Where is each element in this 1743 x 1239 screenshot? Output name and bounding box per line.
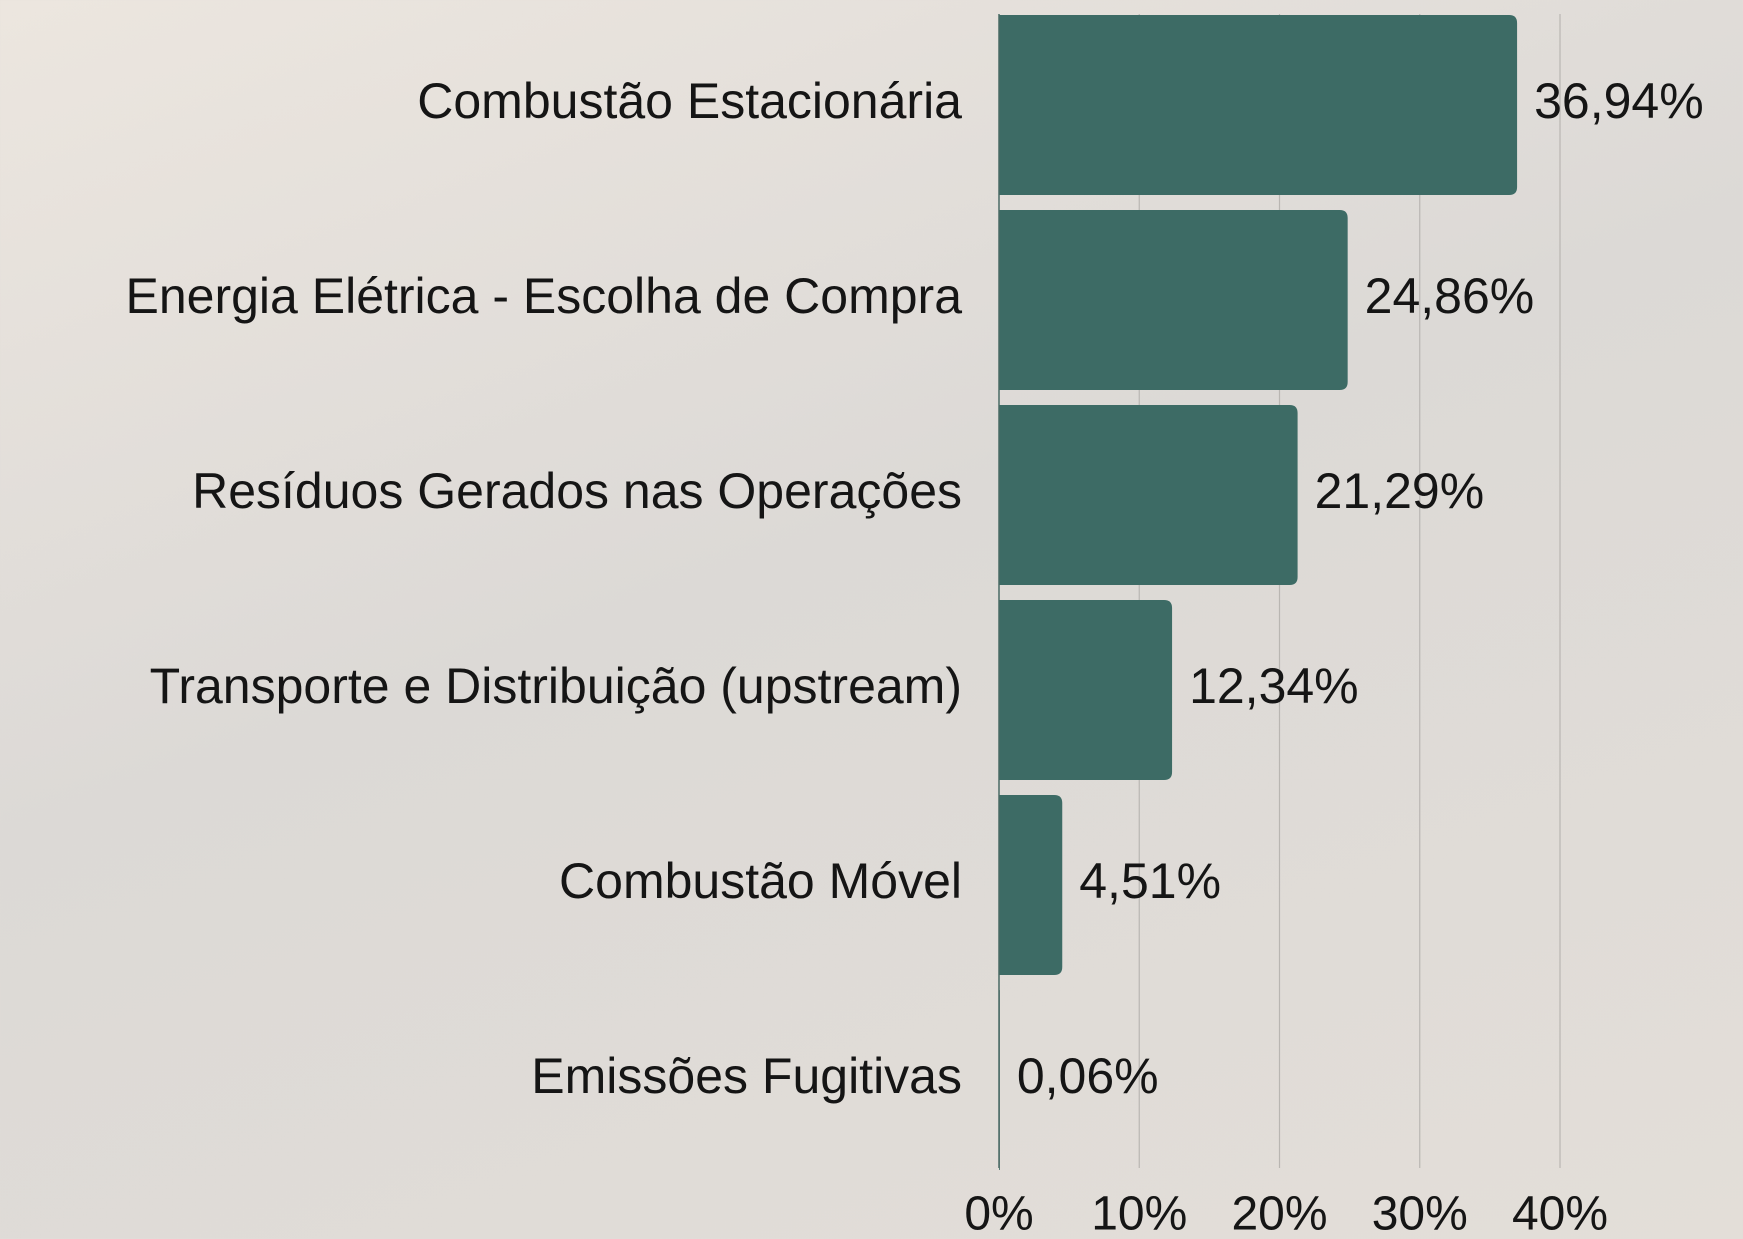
value-label: 21,29% bbox=[1315, 463, 1485, 519]
y-tick-label: Combustão Estacionária bbox=[417, 73, 962, 129]
x-tick-label: 10% bbox=[1091, 1188, 1187, 1239]
x-tick-label: 20% bbox=[1231, 1188, 1327, 1239]
value-label: 24,86% bbox=[1365, 268, 1535, 324]
y-tick-label: Combustão Móvel bbox=[559, 853, 962, 909]
bar bbox=[999, 405, 1298, 585]
value-label: 12,34% bbox=[1189, 658, 1359, 714]
x-tick-label: 40% bbox=[1512, 1188, 1608, 1239]
y-tick-label: Emissões Fugitivas bbox=[531, 1048, 962, 1104]
x-tick-label: 0% bbox=[964, 1188, 1033, 1239]
bar bbox=[999, 795, 1062, 975]
value-label: 0,06% bbox=[1017, 1048, 1159, 1104]
chart: 0% 10% 20% 30% 40% Combustão Estacionária 36,9… bbox=[0, 0, 1743, 1239]
value-label: 4,51% bbox=[1079, 853, 1221, 909]
bar bbox=[999, 210, 1348, 390]
bar bbox=[999, 600, 1172, 780]
y-tick-label: Resíduos Gerados nas Operações bbox=[192, 463, 962, 519]
page: {"chart_data": {"type": "bar", "orientat… bbox=[0, 0, 1743, 1239]
bar bbox=[999, 15, 1517, 195]
x-tick-label: 30% bbox=[1372, 1188, 1468, 1239]
value-label: 36,94% bbox=[1534, 73, 1704, 129]
y-tick-label: Transporte e Distribuição (upstream) bbox=[150, 658, 962, 714]
y-tick-label: Energia Elétrica - Escolha de Compra bbox=[126, 268, 963, 324]
